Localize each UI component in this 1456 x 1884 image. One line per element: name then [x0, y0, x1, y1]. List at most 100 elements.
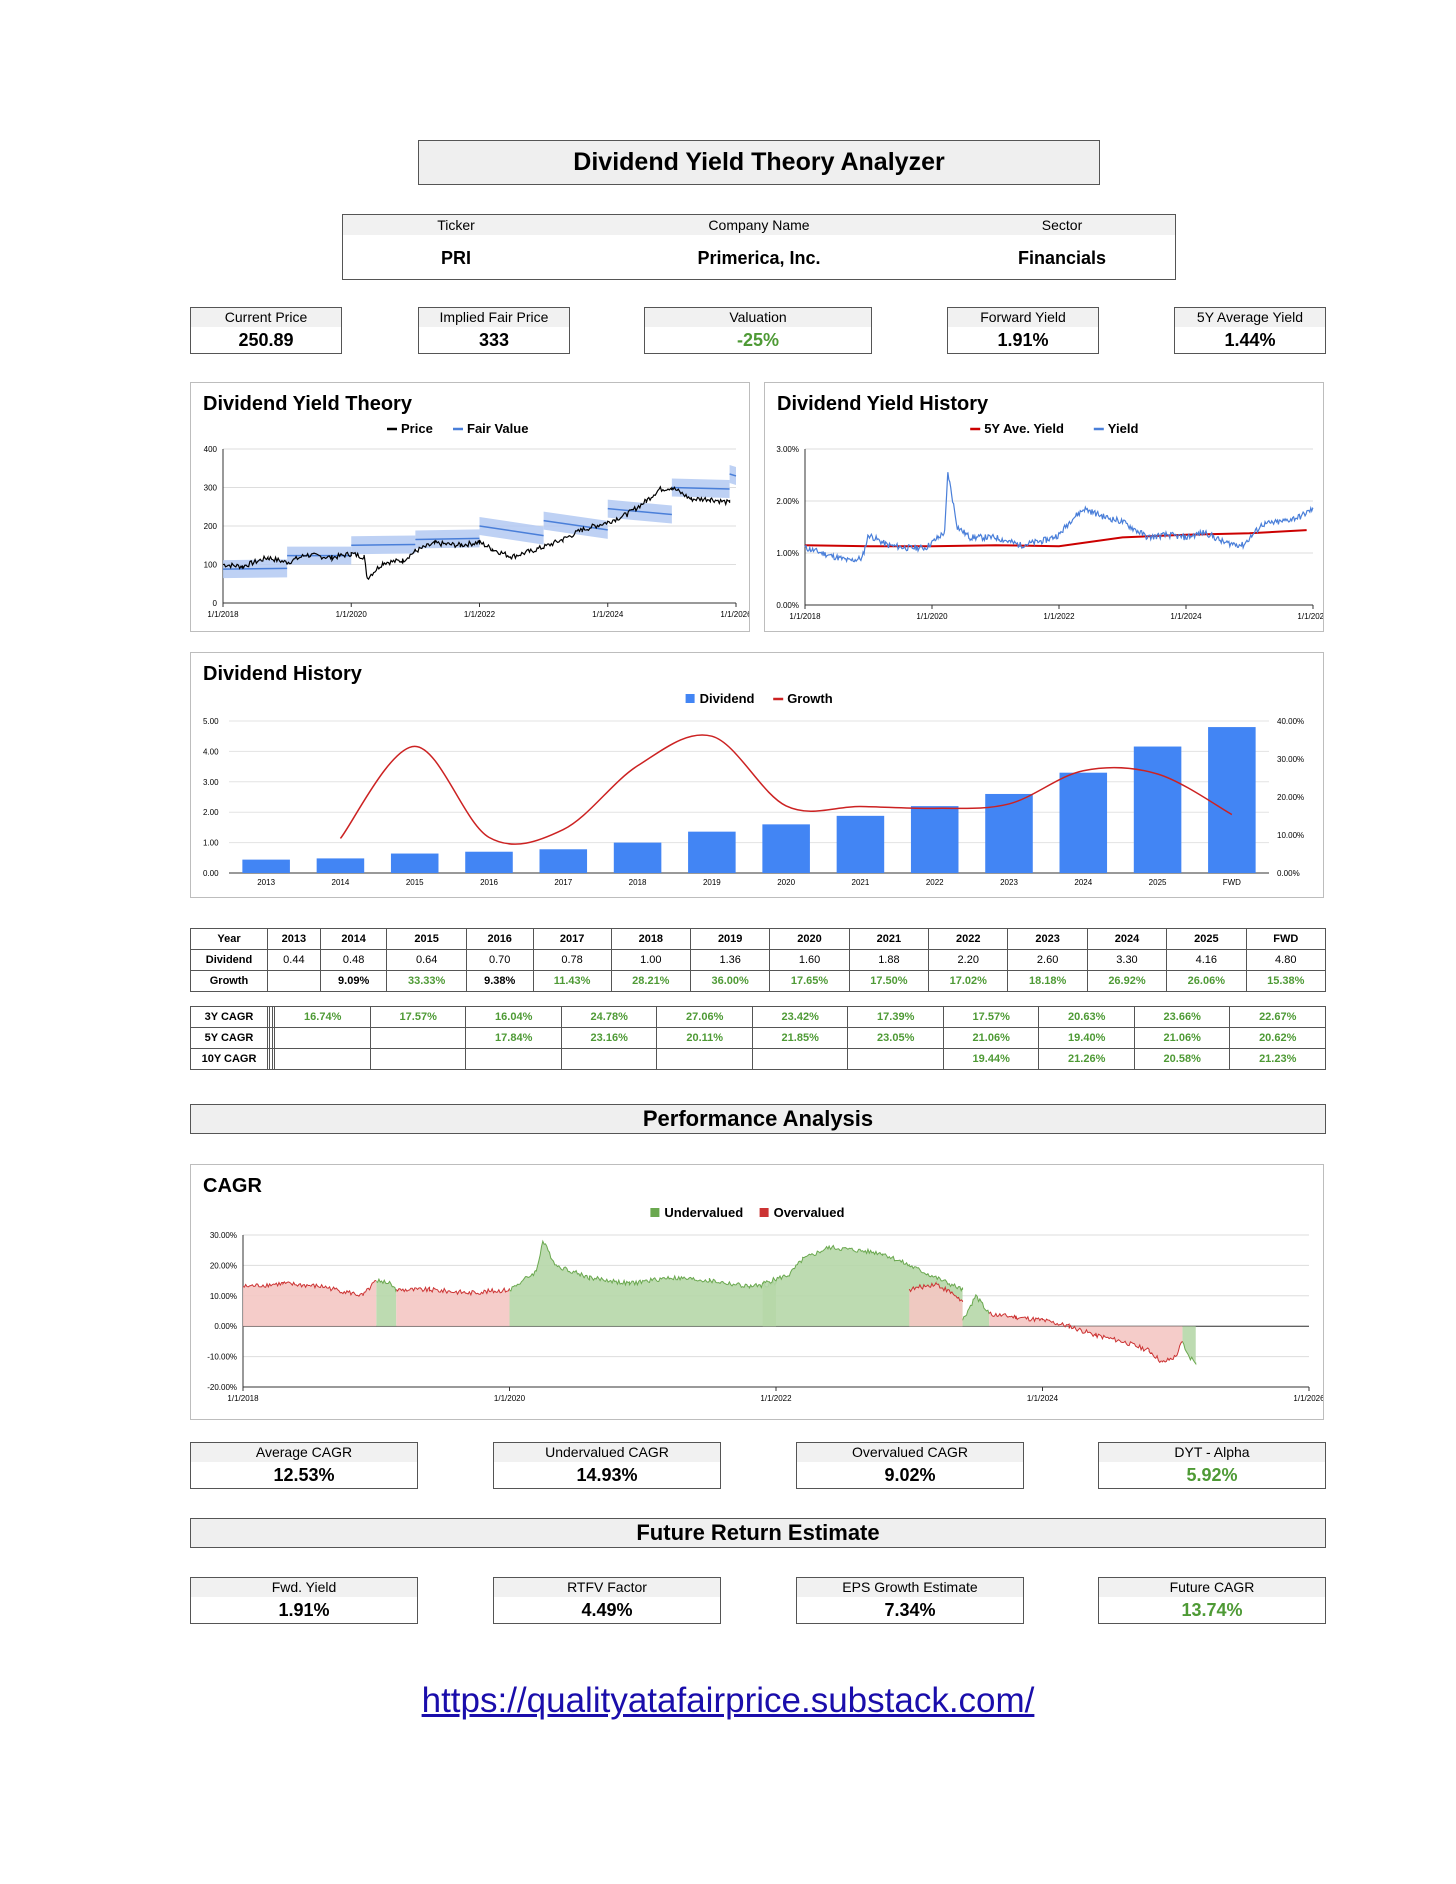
x-tick-label: 2020 — [777, 878, 795, 887]
table-cell — [465, 1048, 562, 1070]
x-tick-label: 2022 — [926, 878, 944, 887]
sector-label: Sector — [1041, 217, 1083, 233]
undervalued-cagr-card: Undervalued CAGR 14.93% — [493, 1442, 721, 1489]
table-cell: 17.65% — [769, 970, 850, 992]
table-cell: 2.20 — [928, 949, 1009, 971]
table-cell — [751, 1048, 849, 1070]
row-header: 10Y CAGR — [190, 1048, 268, 1070]
x-tick-label: 2023 — [1000, 878, 1018, 887]
x-tick-label: 1/1/2024 — [1027, 1394, 1059, 1403]
overvalued-line — [988, 1311, 1183, 1364]
x-tick-label: 2019 — [703, 878, 721, 887]
fair-value-line — [729, 473, 737, 477]
table-cell: 23.42% — [751, 1006, 849, 1028]
x-tick-label: 1/1/2022 — [464, 610, 496, 619]
metric-label: Forward Yield — [948, 308, 1098, 327]
overvalued-area — [909, 1282, 963, 1327]
table-cell: 20.63% — [1038, 1006, 1135, 1028]
metric-value: 1.91% — [278, 1600, 330, 1620]
table-cell: 1.00 — [610, 949, 692, 971]
table-cell: 2015 — [386, 928, 467, 950]
y-tick-label: 3.00 — [203, 778, 219, 787]
metric-value: 1.44% — [1224, 330, 1276, 350]
x-tick-label: 2021 — [852, 878, 870, 887]
table-cell: 21.23% — [1229, 1048, 1326, 1070]
yield-line — [804, 472, 1314, 564]
table-cell: 2022 — [928, 928, 1009, 950]
metric-label: Current Price — [191, 308, 341, 327]
current-price-card: Current Price 250.89 — [190, 307, 342, 354]
table-cell — [369, 1048, 467, 1070]
metric-value: 13.74% — [1181, 1600, 1243, 1620]
dividend-history-panel: Dividend History Dividend Growth 0.00 1.00 2… — [190, 652, 1324, 898]
x-tick-label: FWD — [1223, 878, 1241, 887]
chart-title: Dividend Yield History — [777, 393, 989, 415]
legend-label: Undervalued — [664, 1205, 743, 1220]
table-cell: 21.26% — [1038, 1048, 1135, 1070]
y-tick-label: 100 — [204, 561, 218, 570]
metric-label: EPS Growth Estimate — [797, 1578, 1023, 1597]
y-tick-label: 1.00% — [776, 549, 799, 558]
table-cell: 20.62% — [1229, 1027, 1326, 1049]
table-cell: 27.06% — [656, 1006, 753, 1028]
table-cell: 2018 — [610, 928, 692, 950]
x-tick-label: 1/1/2022 — [1043, 612, 1075, 621]
metric-value: -25% — [736, 330, 780, 350]
table-cell — [560, 1048, 658, 1070]
dividend-bar — [985, 793, 1033, 873]
table-cell: 26.92% — [1086, 970, 1168, 992]
undervalued-area — [1182, 1326, 1196, 1364]
cagr-table: 3Y CAGR 16.74% 17.57% 16.04% 24.78% 27.06% 23.… — [190, 1006, 1326, 1070]
fair-value-line — [351, 543, 416, 546]
y-tick-label: 10.00% — [210, 1292, 237, 1301]
valuation-card: Valuation -25% — [644, 307, 872, 354]
legend-label: Fair Value — [467, 421, 528, 436]
metric-value: 1.91% — [997, 330, 1049, 350]
metric-value: 7.34% — [884, 1600, 936, 1620]
x-tick-label: 2018 — [629, 878, 647, 887]
metric-label: Fwd. Yield — [191, 1578, 417, 1597]
y2-tick-label: 0.00% — [1277, 869, 1300, 878]
dividend-bar — [836, 815, 885, 873]
overvalued-line — [242, 1280, 377, 1297]
table-cell: 2025 — [1166, 928, 1247, 950]
table-row: 3Y CAGR 16.74% 17.57% 16.04% 24.78% 27.06% 23.… — [190, 1006, 1326, 1028]
y2-tick-label: 30.00% — [1277, 755, 1304, 764]
metric-label: Undervalued CAGR — [494, 1443, 720, 1462]
table-cell: 22.67% — [1229, 1006, 1326, 1028]
table-cell: 17.39% — [847, 1006, 944, 1028]
undervalued-line — [762, 1244, 964, 1292]
overvalued-area — [243, 1280, 377, 1327]
table-cell: 20.11% — [656, 1027, 753, 1049]
x-tick-label: 1/1/2022 — [760, 1394, 792, 1403]
fair-value-line — [671, 486, 730, 490]
table-cell: 21.06% — [1133, 1027, 1231, 1049]
table-cell: 2014 — [319, 928, 388, 950]
overvalued-area — [989, 1312, 1183, 1363]
table-cell: 9.38% — [465, 970, 534, 992]
y-tick-label: 2.00 — [203, 808, 219, 817]
table-cell: 17.57% — [942, 1006, 1040, 1028]
x-tick-label: 2014 — [332, 878, 350, 887]
legend-label: 5Y Ave. Yield — [984, 421, 1064, 436]
y2-tick-label: 40.00% — [1277, 717, 1304, 726]
dividend-bar — [762, 824, 810, 873]
substack-link[interactable]: https://qualityatafairprice.substack.com… — [421, 1681, 1035, 1720]
table-cell: 2019 — [689, 928, 771, 950]
overvalued-cagr-card: Overvalued CAGR 9.02% — [796, 1442, 1024, 1489]
undervalued-line — [1181, 1341, 1197, 1366]
y-tick-label: 0 — [213, 599, 218, 608]
row-header: 3Y CAGR — [190, 1006, 268, 1028]
y-tick-label: -10.00% — [207, 1353, 237, 1362]
dividend-bar — [1208, 727, 1256, 873]
undervalued-area — [376, 1279, 397, 1327]
rtfv-factor-card: RTFV Factor 4.49% — [493, 1577, 721, 1624]
table-cell: 16.74% — [274, 1006, 371, 1028]
y2-tick-label: 10.00% — [1277, 831, 1304, 840]
table-cell: 1.60 — [769, 949, 850, 971]
row-header: 5Y CAGR — [190, 1027, 268, 1049]
table-cell: 17.02% — [928, 970, 1009, 992]
table-cell: 2024 — [1086, 928, 1168, 950]
y-tick-label: 0.00% — [214, 1322, 237, 1331]
legend-label: Price — [401, 421, 433, 436]
